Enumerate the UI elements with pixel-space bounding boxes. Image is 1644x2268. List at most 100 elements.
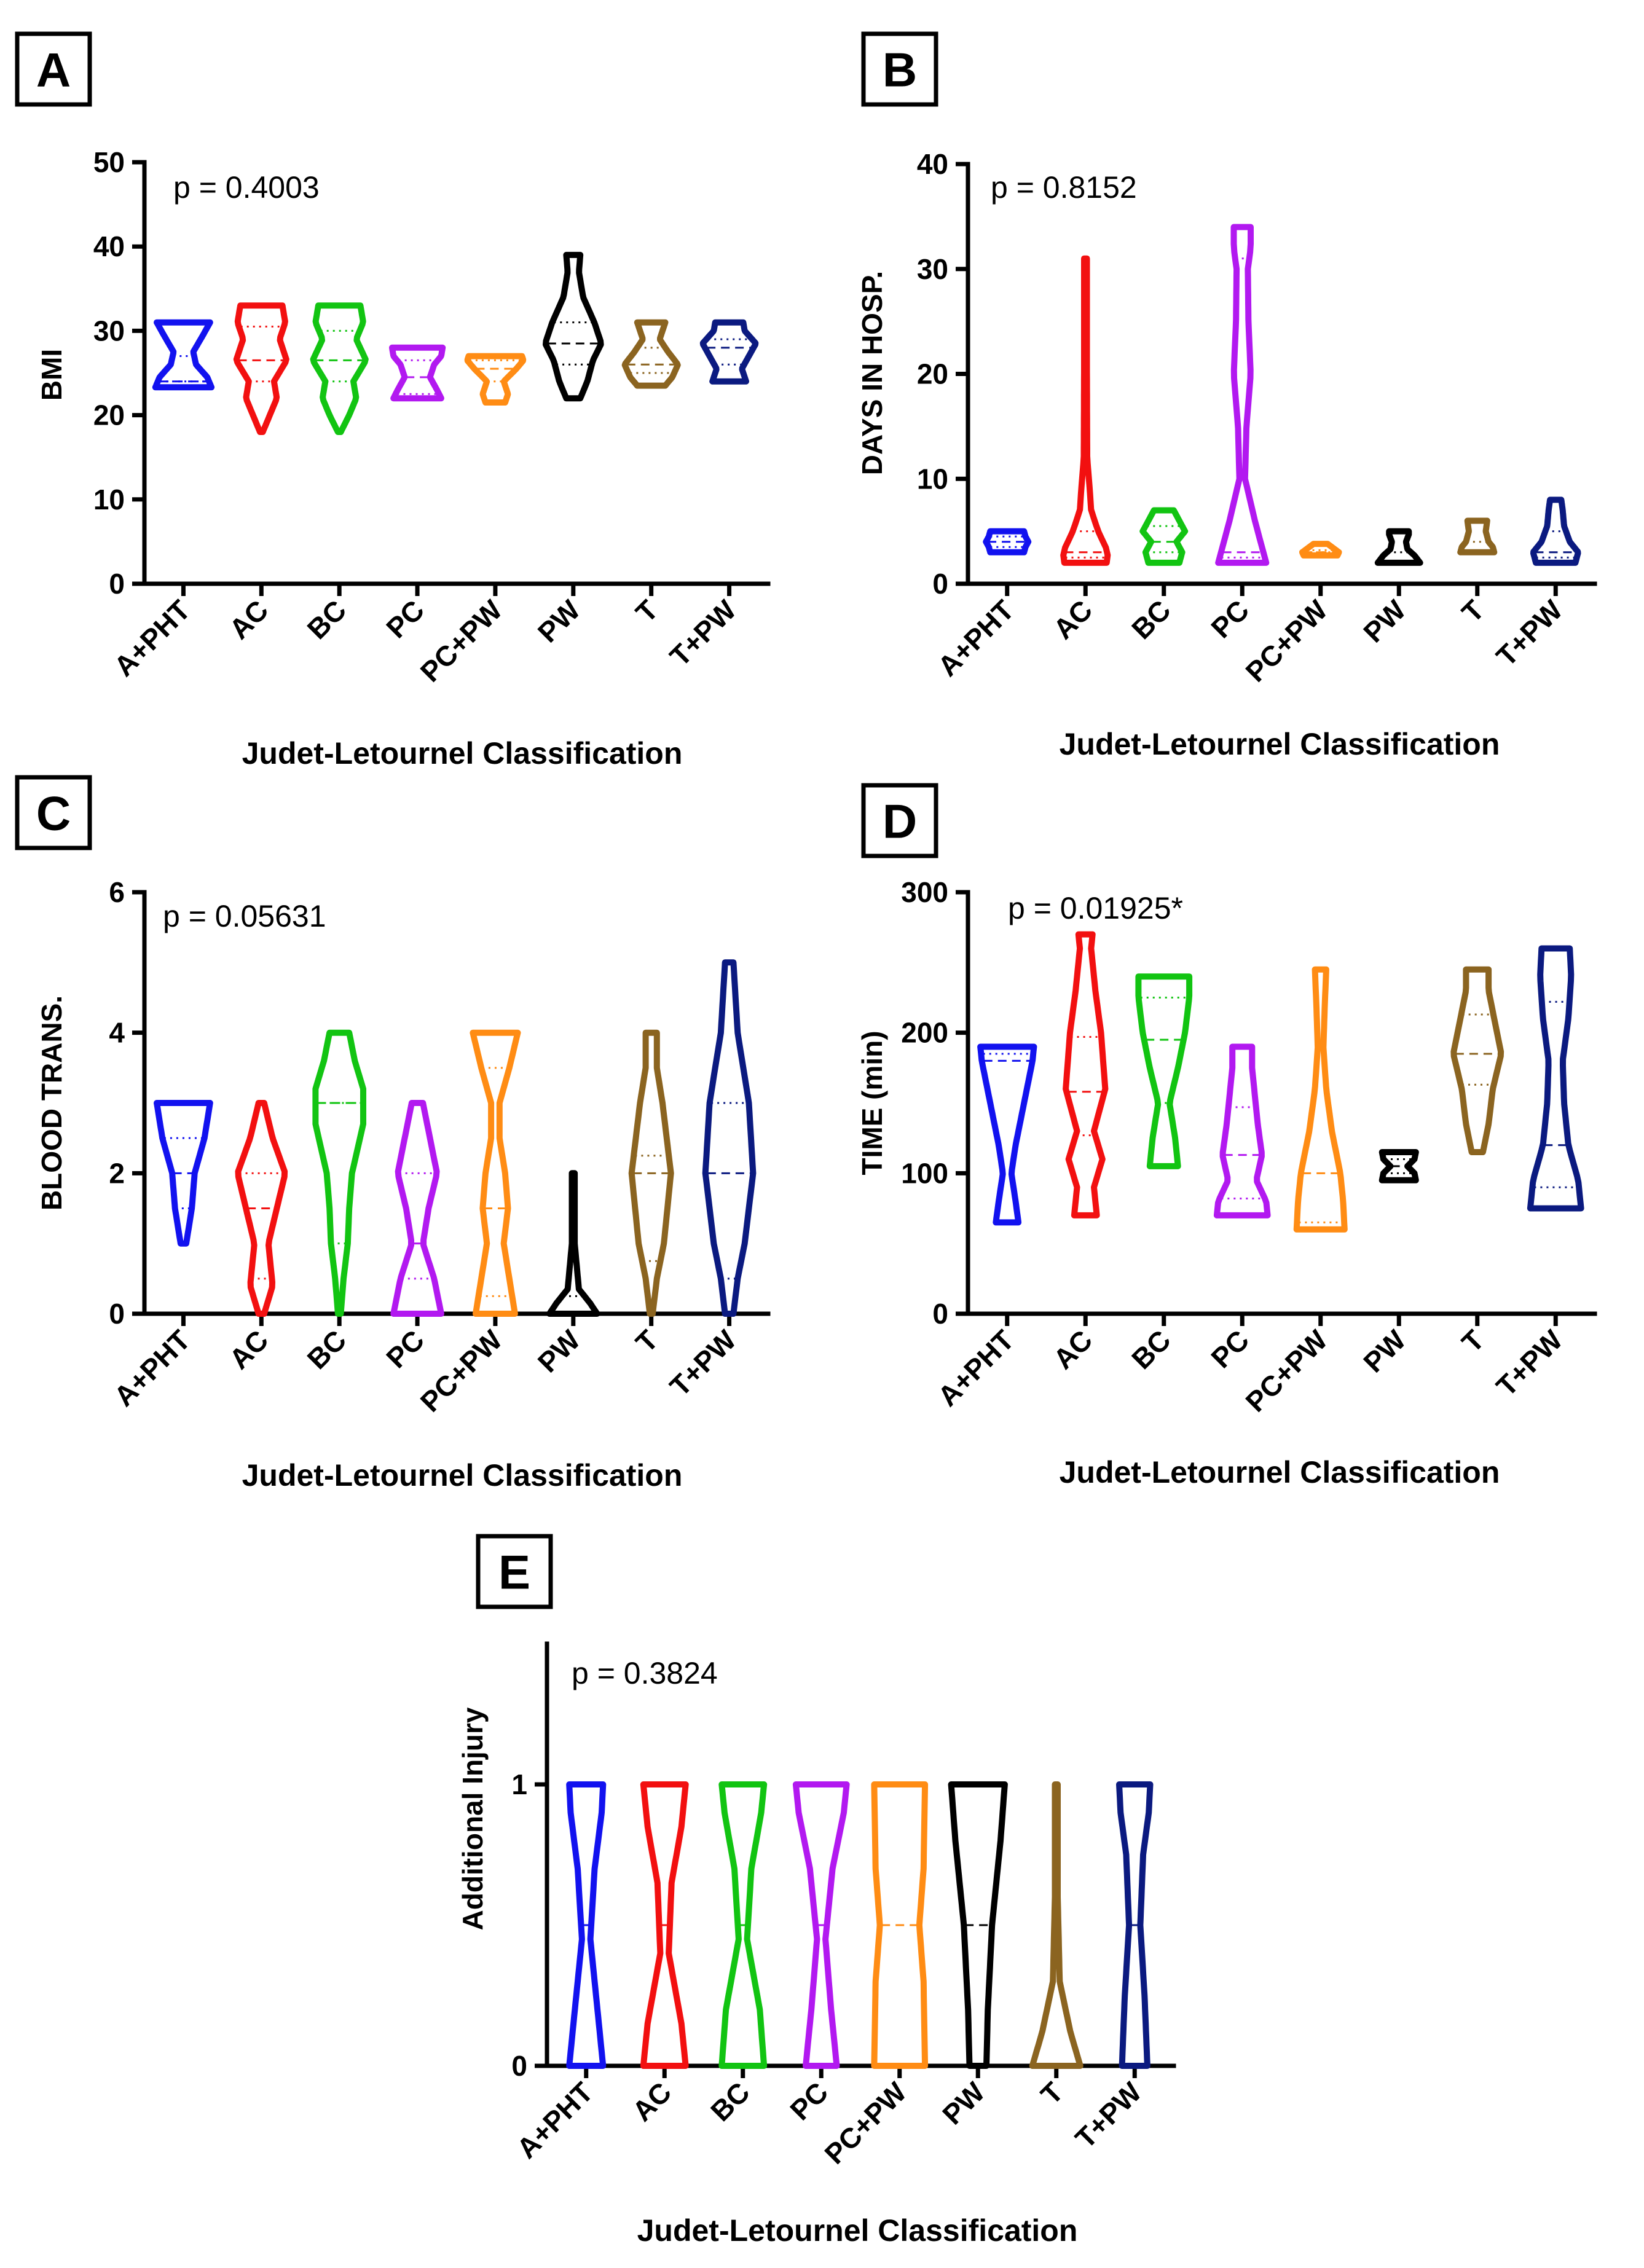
panel-letter: D bbox=[883, 795, 917, 849]
x-tick-label: PC bbox=[380, 1324, 430, 1374]
panel-letter-box bbox=[861, 31, 938, 107]
x-axis-title: Judet-Letournel Classification bbox=[242, 1458, 683, 1493]
x-tick-label: PW bbox=[1357, 1324, 1412, 1379]
violin-a-pht bbox=[154, 1100, 213, 1247]
violin-t-pw bbox=[1527, 945, 1584, 1212]
x-tick-label: T bbox=[1455, 594, 1490, 629]
panel-letter: B bbox=[883, 43, 917, 97]
y-tick-label: 30 bbox=[917, 253, 948, 285]
y-axis-title: Additional Injury bbox=[457, 1707, 489, 1930]
x-tick-label: A+PHT bbox=[932, 1324, 1020, 1412]
x-tick-label: T bbox=[1455, 1324, 1490, 1359]
x-axis-title: Judet-Letournel Classification bbox=[1060, 727, 1500, 761]
x-tick-label: BC bbox=[301, 1324, 352, 1375]
panel-letter: A bbox=[36, 43, 71, 97]
violin-pw bbox=[948, 1781, 1008, 2069]
violin-t bbox=[1457, 517, 1498, 555]
violin-ac bbox=[1060, 255, 1111, 566]
y-axis-title: BLOOD TRANS. bbox=[36, 995, 68, 1211]
panel-letter-box bbox=[15, 775, 92, 850]
y-tick-label: 0 bbox=[932, 1298, 948, 1330]
x-tick-label: PC bbox=[1205, 1324, 1255, 1374]
x-tick-label: BC bbox=[1125, 1324, 1177, 1375]
violin-pc-pw bbox=[871, 1781, 929, 2069]
violin-bc bbox=[1139, 507, 1189, 566]
y-tick-label: 0 bbox=[511, 2050, 527, 2082]
violin-pc bbox=[1215, 224, 1270, 566]
panel-letter: C bbox=[36, 787, 71, 841]
x-tick-label: PC+PW bbox=[1239, 594, 1334, 688]
violin-pw bbox=[1374, 528, 1423, 566]
x-axis-title: Judet-Letournel Classification bbox=[1060, 1455, 1500, 1489]
x-tick-label: A+PHT bbox=[108, 594, 196, 682]
x-tick-label: PC bbox=[380, 594, 430, 644]
x-tick-label: A+PHT bbox=[511, 2076, 599, 2164]
violin-t bbox=[628, 1029, 674, 1317]
violin-pc-pw bbox=[470, 1029, 521, 1317]
x-tick-label: A+PHT bbox=[108, 1324, 196, 1412]
violin-pc bbox=[389, 344, 446, 402]
x-tick-label: AC bbox=[626, 2076, 678, 2127]
violin-t-pw bbox=[699, 319, 759, 385]
violin-pw bbox=[543, 251, 604, 402]
violin-ac bbox=[640, 1781, 689, 2069]
violin-bc bbox=[718, 1781, 768, 2069]
p-value: p = 0.01925* bbox=[1008, 891, 1183, 925]
y-tick-label: 1 bbox=[511, 1768, 527, 1800]
violin-pc-pw bbox=[1293, 966, 1348, 1233]
x-tick-label: PC+PW bbox=[414, 594, 509, 688]
p-value: p = 0.4003 bbox=[173, 170, 320, 205]
violin-t bbox=[1029, 1781, 1084, 2069]
violin-bc bbox=[1135, 973, 1193, 1169]
violin-pc bbox=[390, 1100, 444, 1317]
violin-t-pw bbox=[702, 959, 757, 1317]
violin-pc-pw bbox=[464, 353, 527, 406]
y-tick-label: 30 bbox=[93, 315, 125, 347]
violin-pc bbox=[792, 1781, 850, 2069]
y-axis-title: TIME (min) bbox=[856, 1030, 888, 1175]
y-axis-title: DAYS IN HOSP. bbox=[856, 271, 888, 475]
x-tick-label: AC bbox=[223, 594, 275, 645]
violin-pw bbox=[1379, 1149, 1419, 1183]
violin-t-pw bbox=[1530, 496, 1581, 566]
y-tick-label: 0 bbox=[932, 568, 948, 600]
x-tick-label: BC bbox=[1125, 594, 1177, 645]
violin-t bbox=[1450, 966, 1504, 1155]
x-tick-label: A+PHT bbox=[932, 594, 1020, 682]
panel-letter-box bbox=[476, 1534, 553, 1609]
x-tick-label: AC bbox=[1047, 594, 1099, 645]
violin-pc-pw bbox=[1299, 541, 1342, 559]
violin-t-pw bbox=[1116, 1781, 1154, 2069]
x-tick-label: PW bbox=[936, 2076, 991, 2131]
x-tick-label: T bbox=[629, 594, 664, 629]
x-tick-label: PW bbox=[1357, 594, 1412, 649]
violin-pc bbox=[1213, 1043, 1271, 1218]
x-tick-label: T+PW bbox=[1069, 2076, 1147, 2154]
y-tick-label: 200 bbox=[901, 1017, 948, 1049]
y-tick-label: 300 bbox=[901, 876, 948, 908]
x-axis-title: Judet-Letournel Classification bbox=[637, 2213, 1078, 2248]
violin-ac bbox=[235, 1100, 288, 1317]
x-tick-label: AC bbox=[1047, 1324, 1099, 1375]
violin-pw bbox=[546, 1170, 600, 1317]
x-tick-label: PW bbox=[532, 1324, 587, 1379]
x-tick-label: AC bbox=[223, 1324, 275, 1375]
p-value: p = 0.3824 bbox=[572, 1656, 718, 1690]
violin-bc bbox=[310, 302, 369, 435]
x-tick-label: T bbox=[629, 1324, 664, 1359]
x-tick-label: BC bbox=[301, 594, 352, 645]
y-tick-label: 0 bbox=[109, 568, 125, 600]
x-tick-label: T+PW bbox=[1490, 1324, 1568, 1402]
x-tick-label: T+PW bbox=[664, 594, 742, 672]
x-tick-label: BC bbox=[704, 2076, 756, 2127]
y-tick-label: 0 bbox=[109, 1298, 125, 1330]
x-tick-label: T+PW bbox=[1490, 594, 1568, 672]
y-tick-label: 6 bbox=[109, 876, 125, 908]
y-axis-title: BMI bbox=[36, 349, 68, 401]
x-tick-label: PW bbox=[532, 594, 587, 649]
violin-a-pht bbox=[152, 319, 215, 391]
